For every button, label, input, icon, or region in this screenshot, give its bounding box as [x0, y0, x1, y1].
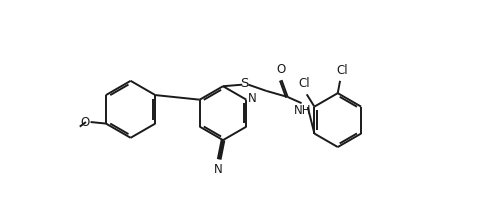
- Text: NH: NH: [294, 104, 312, 117]
- Text: Cl: Cl: [299, 77, 310, 90]
- Text: Cl: Cl: [337, 64, 348, 77]
- Text: O: O: [276, 63, 285, 76]
- Text: N: N: [248, 92, 257, 106]
- Text: S: S: [241, 77, 249, 90]
- Text: N: N: [214, 163, 223, 176]
- Text: O: O: [80, 116, 90, 129]
